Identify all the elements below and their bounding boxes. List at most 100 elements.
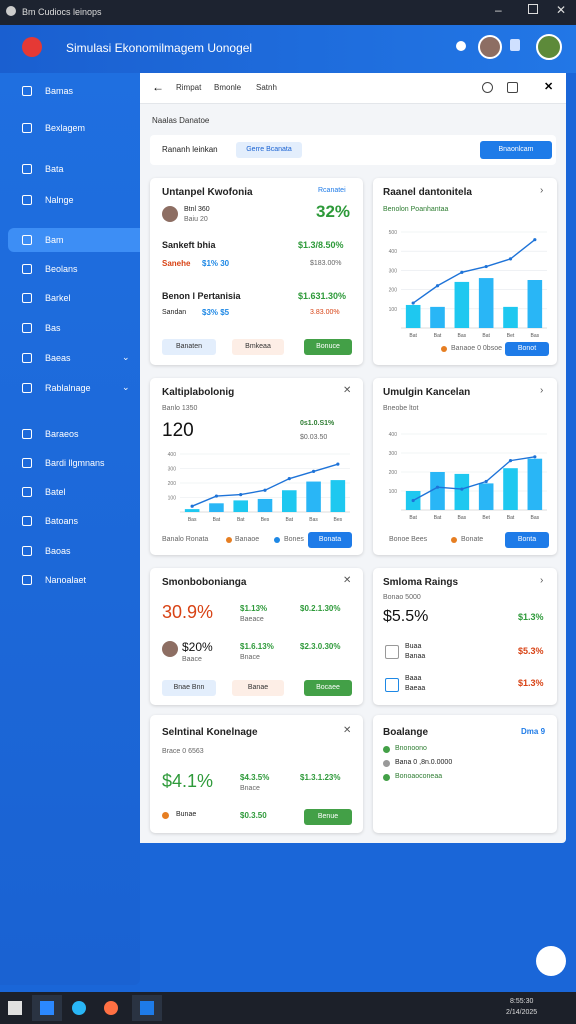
search-icon[interactable] — [482, 82, 493, 93]
start-button[interactable] — [8, 1001, 22, 1015]
value: $5.3% — [518, 646, 544, 656]
button[interactable]: Bmkeaa — [232, 339, 284, 355]
back-button[interactable]: ← — [152, 80, 164, 94]
nav-item[interactable]: Baoas — [45, 546, 71, 556]
mini-chart: 100 200 300 400 500 Bat Bat Bas Bat Bet Bas — [389, 230, 547, 339]
y-tick-label: 200 — [389, 288, 398, 294]
nav-icon — [22, 383, 32, 393]
value: $0.2.1.30% — [300, 604, 341, 613]
y-tick-label: 500 — [389, 230, 398, 236]
nav-item[interactable]: Batel — [45, 487, 66, 497]
chevron[interactable]: › — [540, 575, 544, 586]
value: $1.3.1.23% — [300, 773, 341, 782]
note: 0s1.0.S1% — [300, 420, 335, 427]
mini-chart: 100 200 300 400 Bat Bat Bas Bet Bat Bas — [389, 432, 547, 521]
nav-icon — [22, 575, 32, 585]
nav-icon — [22, 164, 32, 174]
y-tick-label: 400 — [168, 452, 177, 458]
nav-item[interactable]: Batoans — [45, 516, 79, 526]
expand-chevron[interactable]: ⌄ — [122, 382, 130, 392]
filter-bar: Rananh leinkan Gerre Bcanata Bnaonlcam — [150, 135, 556, 165]
tab[interactable]: Satnh — [256, 83, 277, 92]
filter-chip[interactable]: Gerre Bcanata — [236, 142, 302, 158]
taskbar-app[interactable] — [104, 1001, 118, 1015]
close[interactable]: ✕ — [343, 385, 352, 396]
card-subtitle: Benolon Poanhantaa — [383, 206, 449, 213]
settings-icon[interactable] — [456, 41, 466, 51]
close[interactable]: ✕ — [343, 575, 352, 586]
doc-icon[interactable] — [510, 39, 520, 51]
edit-icon[interactable] — [507, 82, 518, 93]
nav-item[interactable]: Rablalnage — [45, 383, 91, 393]
avatar[interactable] — [478, 35, 502, 59]
button[interactable]: Banaten — [162, 339, 216, 355]
button[interactable]: Bocaee — [304, 680, 352, 696]
value: $1.6.13% — [240, 642, 274, 651]
button[interactable]: Bonuce — [304, 339, 352, 355]
title-bar: Bm Cudiocs leinops – ✕ — [0, 0, 576, 25]
nav-item[interactable]: Bata — [45, 164, 64, 174]
nav-item[interactable]: Bamas — [45, 86, 74, 96]
nav-item[interactable]: Baeas — [45, 353, 71, 363]
card-link[interactable]: Rcanatei — [318, 187, 346, 194]
header-title: Simulasi Ekonomilmagem Uonogel — [66, 41, 253, 55]
close[interactable]: ✕ — [343, 725, 352, 736]
nav-icon — [22, 235, 32, 245]
line-point — [239, 493, 243, 497]
button[interactable]: Bonot — [505, 342, 549, 356]
chevron[interactable]: › — [540, 185, 544, 196]
nav-item[interactable]: Nalnge — [45, 195, 74, 205]
bar — [257, 498, 273, 512]
tab[interactable]: Rimpat — [176, 83, 202, 92]
close-panel[interactable]: ✕ — [544, 81, 554, 93]
nav-item[interactable]: Baraeos — [45, 429, 79, 439]
button[interactable]: Bonta — [505, 532, 549, 548]
y-tick-label: 200 — [389, 470, 398, 476]
nav-icon — [22, 458, 32, 468]
card: Smloma Raings › Bonao 5000 $5.5% $1.3% B… — [373, 568, 557, 705]
row-value: $1.3/8.50% — [298, 240, 344, 250]
nav-icon — [22, 516, 32, 526]
value: $0.3.50 — [240, 811, 267, 820]
button[interactable]: Benue — [304, 809, 352, 825]
x-tick-label: Bas — [531, 515, 540, 521]
card: Smonbobonianga ✕ 30.9% $1.13% Baeace $0.… — [150, 568, 363, 705]
card-title: Smonbobonianga — [162, 577, 247, 588]
nav-item[interactable]: Bam — [45, 235, 64, 245]
nav-item[interactable]: Barkel — [45, 293, 71, 303]
user-avatar[interactable] — [536, 34, 562, 60]
filter-button[interactable]: Bnaonlcam — [480, 141, 552, 159]
nav-item[interactable]: Beolans — [45, 264, 78, 274]
button[interactable]: Bnae Bnn — [162, 680, 216, 696]
taskbar-app[interactable] — [132, 995, 162, 1021]
button[interactable]: Banae — [232, 680, 284, 696]
bar — [330, 480, 346, 512]
label: Bnace — [240, 654, 260, 661]
nav-icon — [22, 546, 32, 556]
expand-chevron[interactable]: ⌄ — [122, 352, 130, 362]
nav-item[interactable]: Bexlagem — [45, 123, 86, 133]
nav-icon — [22, 487, 32, 497]
card-title: Umulgin Kancelan — [383, 387, 471, 398]
maximize[interactable] — [528, 4, 538, 14]
close[interactable]: ✕ — [556, 3, 567, 17]
minimize[interactable]: – — [495, 3, 502, 17]
x-tick-label: Bat — [237, 517, 245, 523]
label: Baeace — [240, 616, 264, 623]
card-link[interactable]: Dma 9 — [521, 727, 546, 736]
chevron[interactable]: › — [540, 385, 544, 396]
card-title: Kaltiplabolonig — [162, 387, 235, 398]
taskbar-app[interactable] — [32, 995, 62, 1021]
bar — [454, 473, 470, 510]
filter-label: Rananh leinkan — [162, 145, 218, 154]
tab[interactable]: Bmonle — [214, 83, 242, 92]
card-title: Smloma Raings — [383, 577, 459, 588]
bar — [430, 472, 445, 510]
button[interactable]: Bonata — [308, 532, 352, 548]
nav-item[interactable]: Bardi llgmnans — [45, 458, 105, 468]
fab[interactable] — [536, 946, 566, 976]
taskbar-app[interactable] — [72, 1001, 86, 1015]
nav-item[interactable]: Bas — [45, 323, 61, 333]
nav-item[interactable]: Nanoalaet — [45, 575, 87, 585]
label: Baace — [182, 656, 202, 663]
